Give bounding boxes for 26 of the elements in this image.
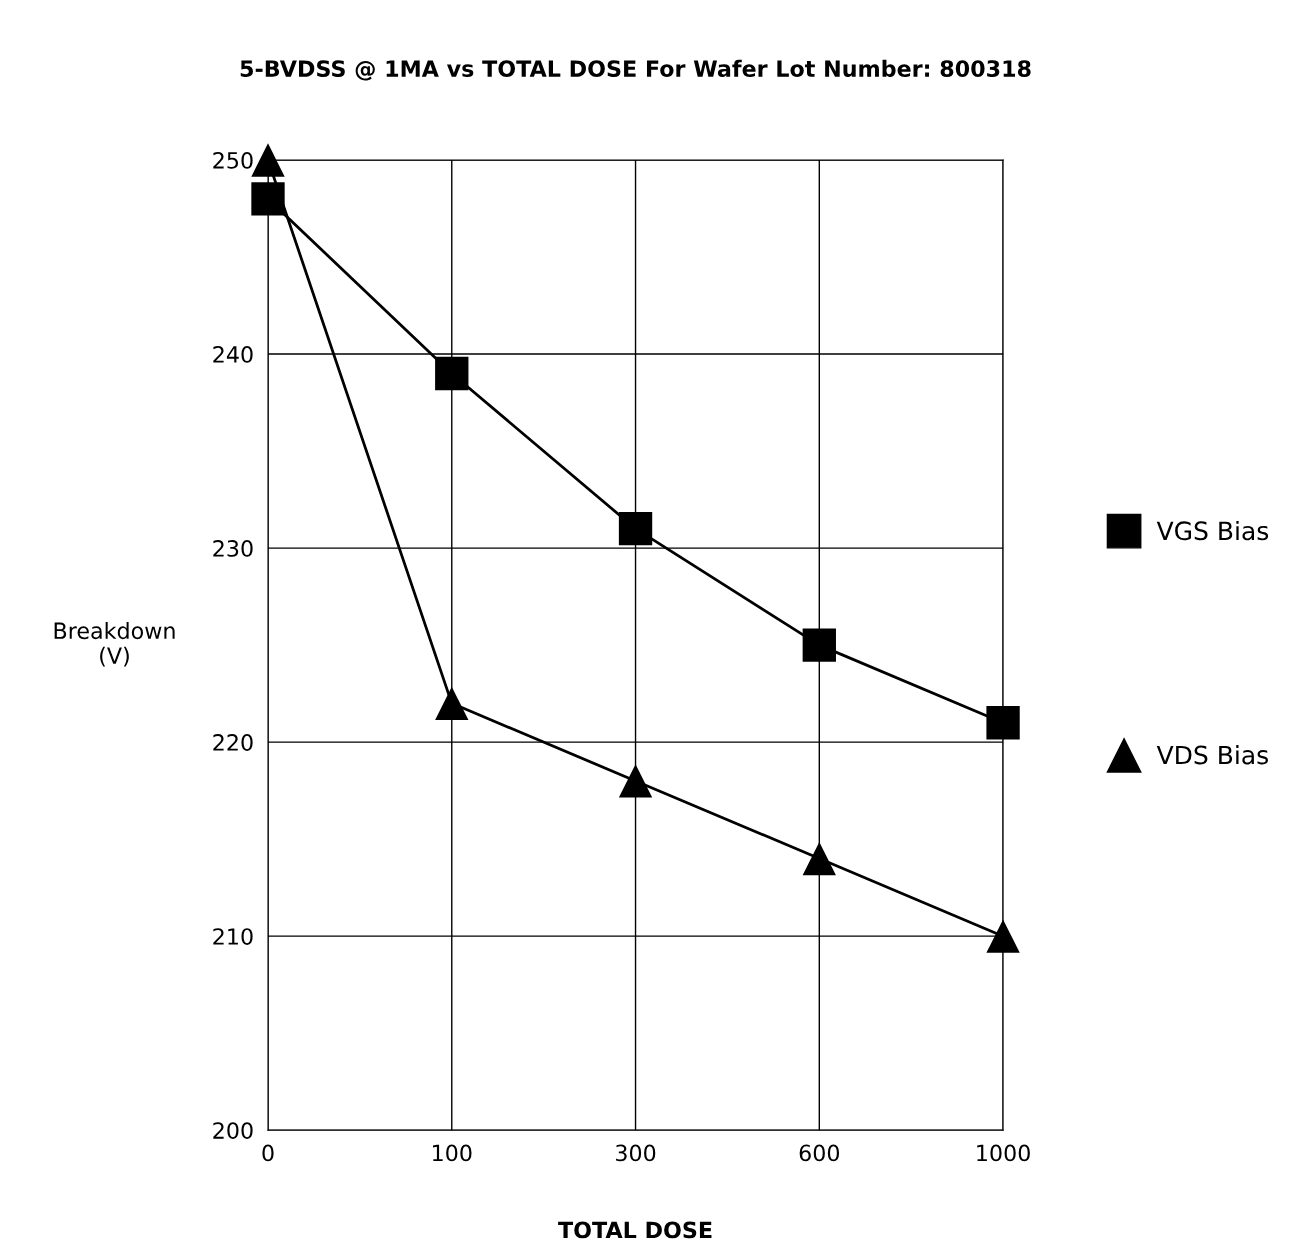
y-axis-title: Breakdown (V) <box>54 621 175 667</box>
y-tick-label: 230 <box>213 540 253 557</box>
point <box>251 182 285 216</box>
x-tick-label: 1000 <box>977 1144 1030 1162</box>
y-tick-label: 210 <box>213 928 253 945</box>
x-tick-label: 100 <box>433 1144 472 1162</box>
point <box>435 686 469 720</box>
chart-title: 5-BVDSS @ 1MA vs TOTAL DOSE For Wafer Lot Number: 800318 <box>240 59 1031 81</box>
y-tick-label: 250 <box>213 151 253 169</box>
y-tick-label: 240 <box>213 346 253 363</box>
y-tick-label: 200 <box>213 1122 253 1139</box>
legend-label: VDS Bias <box>1156 745 1268 765</box>
point <box>986 706 1020 740</box>
x-axis-title: TOTAL DOSE <box>558 1221 712 1239</box>
point <box>986 919 1020 953</box>
point <box>618 512 653 546</box>
point <box>251 143 285 177</box>
point <box>802 628 836 662</box>
y-tick-label: 220 <box>213 734 253 751</box>
legend-label: VGS Bias <box>1156 520 1269 541</box>
x-tick-label: 300 <box>616 1144 656 1162</box>
point <box>802 841 836 876</box>
x-tick-label: 600 <box>799 1144 840 1162</box>
x-tick-label: 0 <box>262 1144 274 1162</box>
point <box>618 764 653 798</box>
point <box>435 356 469 391</box>
